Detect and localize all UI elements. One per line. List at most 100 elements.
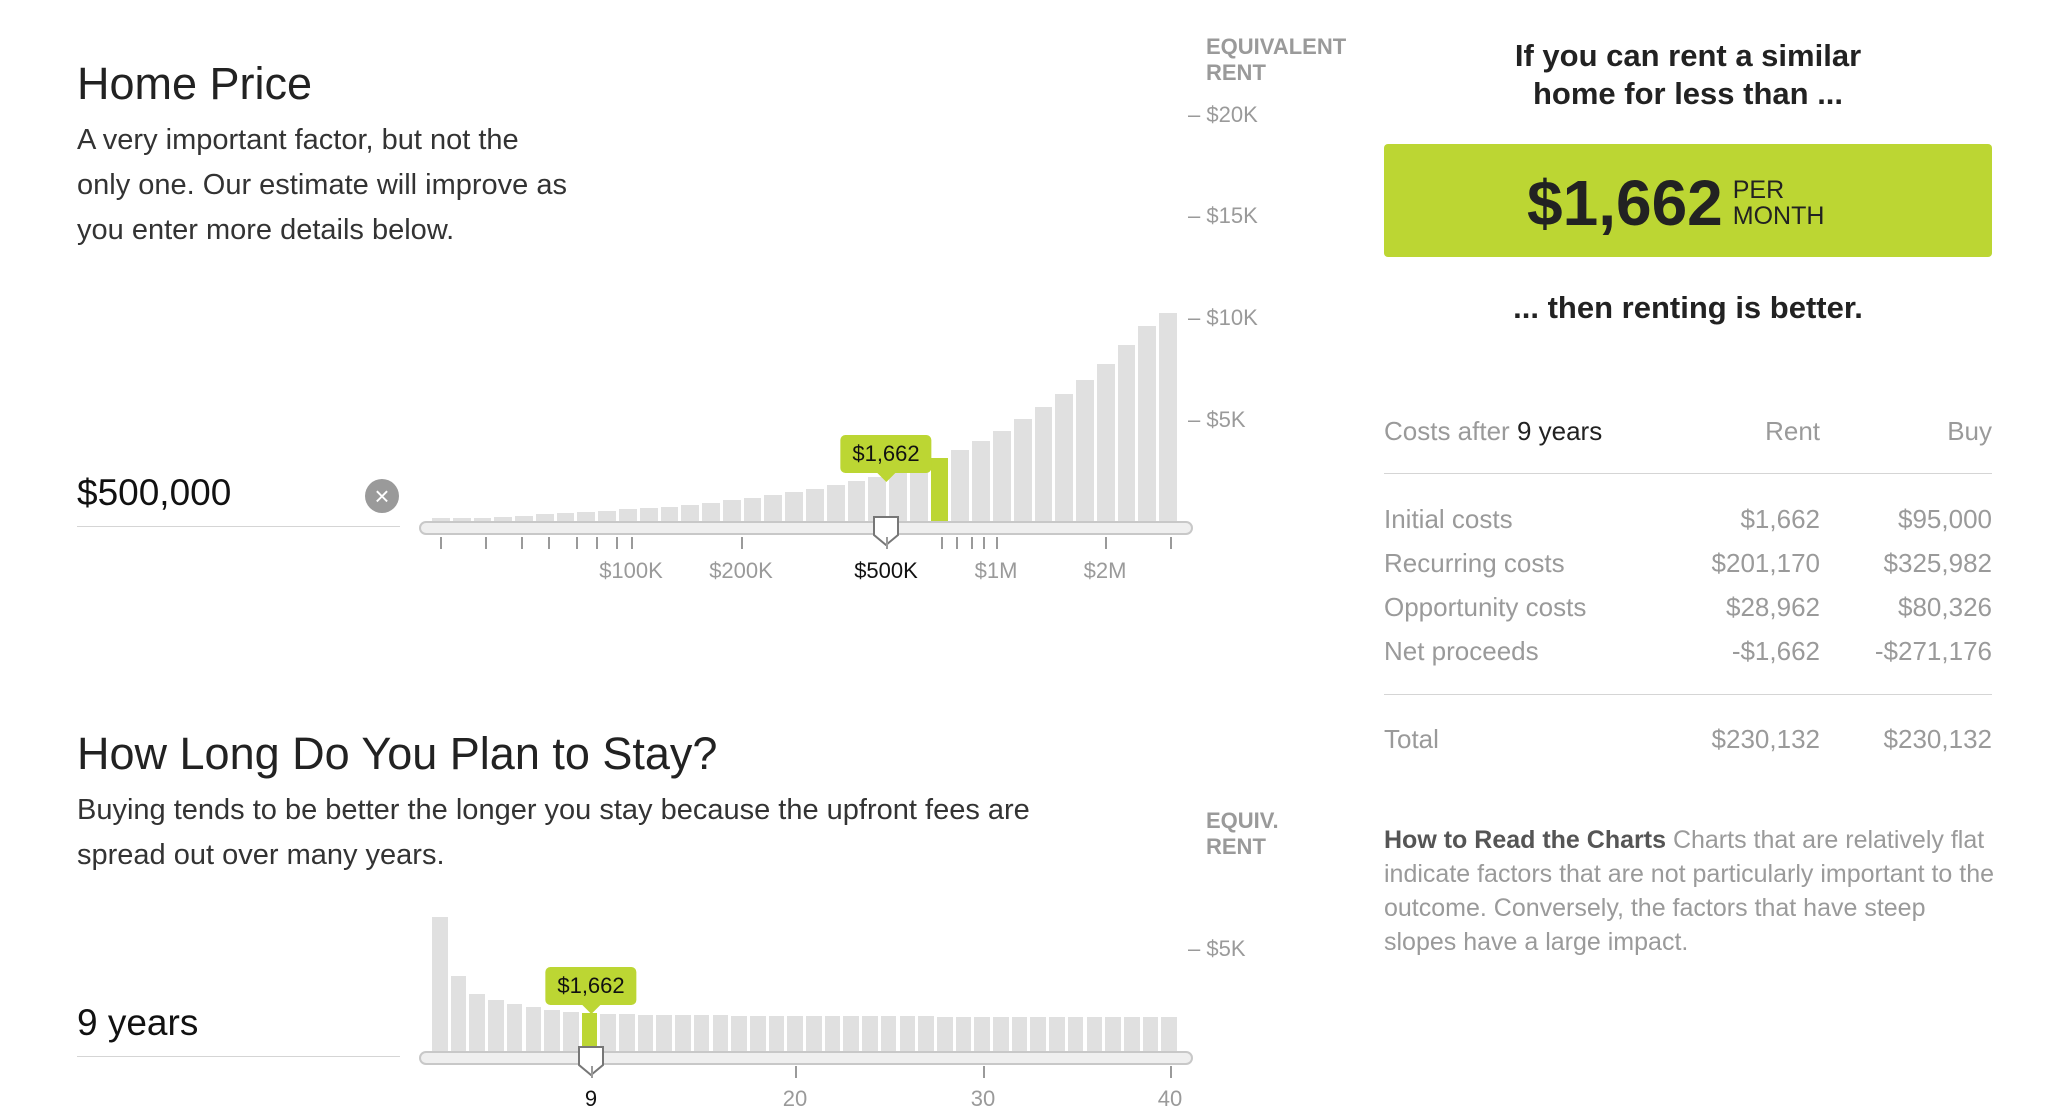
home-price-bar — [993, 430, 1011, 522]
stay-bar — [637, 1014, 654, 1052]
stay-bar — [432, 916, 448, 1052]
table-divider-bottom — [1384, 694, 1992, 695]
row-label-opportunity: Opportunity costs — [1384, 592, 1587, 622]
stay-bar — [562, 1011, 579, 1052]
result-amount: $1,662 — [1527, 167, 1723, 239]
stay-tick-mark — [983, 1066, 985, 1078]
home-price-bar — [577, 511, 596, 522]
stay-input-underline — [77, 1056, 400, 1057]
home-price-bar — [1034, 407, 1053, 522]
home-price-bar — [889, 471, 907, 522]
stay-bar — [712, 1015, 729, 1052]
home-price-input-underline — [77, 526, 400, 527]
home-price-bar — [868, 476, 887, 522]
home-price-bar — [660, 506, 679, 522]
stay-tick-mark — [591, 1066, 593, 1078]
costs-header-years: 9 years — [1516, 416, 1603, 446]
stay-tick-mark — [1170, 1066, 1172, 1078]
stay-slider-track[interactable] — [419, 1051, 1193, 1065]
row-rent-net-proceeds: -$1,662 — [1731, 636, 1820, 666]
x-tick-500k: $500K — [854, 558, 918, 583]
equiv-rent-tick-5k: – $5K — [1188, 936, 1246, 961]
stay-bar — [843, 1016, 860, 1052]
stay-bar — [675, 1015, 691, 1052]
stay-x-tick-20: 20 — [782, 1086, 808, 1111]
stay-bar — [918, 1016, 934, 1052]
how-to-read-text: Charts that are relatively flat indicate… — [1384, 826, 1995, 956]
home-price-tick-mark — [548, 537, 550, 549]
home-price-bar — [1138, 326, 1157, 522]
rent-tick-15k: – $15K — [1188, 203, 1258, 228]
home-price-bar — [619, 509, 637, 522]
stay-bar — [974, 1016, 990, 1052]
home-price-bar — [1096, 363, 1115, 522]
home-price-bar — [432, 518, 450, 522]
x-tick-200k: $200K — [709, 558, 773, 583]
clear-icon[interactable]: × — [365, 479, 399, 513]
stay-bar — [1161, 1016, 1177, 1052]
stay-bar — [749, 1015, 766, 1052]
home-price-tick-mark — [741, 537, 743, 549]
home-price-bar — [972, 440, 990, 522]
x-tick-100k: $100K — [599, 558, 663, 583]
rent-axis-title: EQUIVALENT RENT — [1206, 34, 1346, 86]
home-price-bar — [909, 465, 928, 522]
stay-years-input[interactable]: 9 years — [77, 1002, 199, 1043]
home-price-bar — [847, 481, 866, 522]
stay-bar — [488, 1000, 504, 1052]
stay-x-tick-40: 40 — [1157, 1086, 1183, 1111]
home-price-tick-mark — [616, 537, 618, 549]
stay-bar — [469, 993, 486, 1052]
x-tick-1m: $1M — [974, 558, 1018, 583]
table-divider-top — [1384, 473, 1992, 474]
home-price-tick-mark — [1170, 537, 1172, 549]
result-per-month: PER MONTH — [1732, 176, 1825, 230]
home-price-tick-mark — [956, 537, 958, 549]
rent-tick-20k: – $20K — [1188, 102, 1258, 127]
row-rent-initial: $1,662 — [1740, 504, 1820, 534]
stay-bar — [506, 1003, 523, 1052]
how-to-read-title: How to Read the Charts — [1384, 826, 1666, 854]
home-price-bar — [598, 510, 616, 522]
stay-x-tick-30: 30 — [970, 1086, 996, 1111]
home-price-bar — [1013, 419, 1032, 522]
result-heading: If you can rent a similar home for less … — [1384, 37, 1992, 113]
home-price-tick-mark — [596, 537, 598, 549]
stay-bar — [880, 1016, 897, 1052]
home-price-tick-mark — [631, 537, 633, 549]
rent-tick-10k: – $10K — [1188, 305, 1258, 330]
costs-header-label: Costs after 9 years — [1384, 416, 1603, 446]
stay-bar — [1049, 1016, 1065, 1052]
stay-slider-handle[interactable] — [578, 1046, 604, 1076]
home-price-bar — [930, 458, 949, 522]
home-price-description: A very important factor, but not the onl… — [77, 124, 567, 246]
row-label-net-proceeds: Net proceeds — [1384, 636, 1539, 666]
row-label-recurring: Recurring costs — [1384, 548, 1565, 578]
rent-axis-title-line1: EQUIVALENT — [1206, 34, 1347, 59]
home-price-bar — [1076, 379, 1094, 522]
stay-bar — [1123, 1016, 1140, 1052]
stay-bar — [787, 1015, 803, 1052]
row-label-total: Total — [1384, 724, 1439, 754]
home-price-bar — [535, 514, 554, 522]
stay-bar — [1105, 1016, 1121, 1052]
how-to-read-note: How to Read the Charts Charts that are r… — [1384, 823, 1996, 959]
result-heading-line2: home for less than ... — [1532, 76, 1844, 111]
home-price-bar — [494, 516, 513, 522]
home-price-bar — [1055, 394, 1074, 522]
row-buy-net-proceeds: -$271,176 — [1874, 636, 1992, 666]
stay-bar — [1142, 1016, 1159, 1052]
home-price-slider-track[interactable] — [419, 521, 1193, 535]
stay-bar — [619, 1014, 635, 1052]
stay-bar — [525, 1007, 542, 1052]
stay-bar — [1030, 1016, 1047, 1052]
stay-bar — [1067, 1016, 1084, 1052]
stay-bar — [544, 1009, 560, 1052]
home-price-slider-handle[interactable] — [873, 516, 899, 546]
stay-bar — [450, 976, 467, 1052]
home-price-bar — [702, 502, 720, 522]
home-price-bar — [1159, 312, 1177, 522]
home-price-input[interactable]: $500,000 — [77, 472, 232, 513]
home-price-bar — [951, 449, 970, 522]
col-rent-header: Rent — [1765, 416, 1820, 446]
